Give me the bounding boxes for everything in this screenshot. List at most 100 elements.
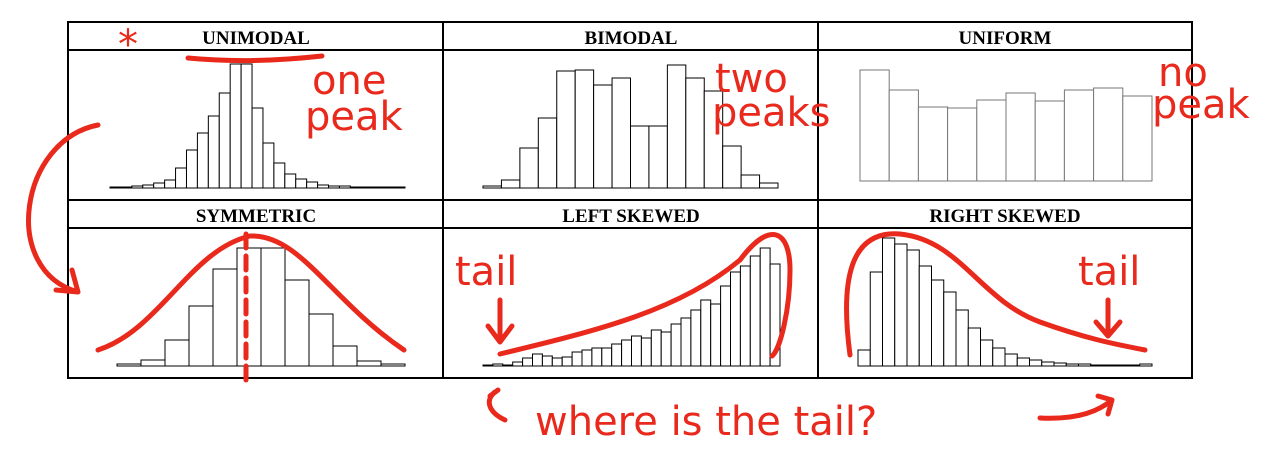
histogram-bar: [1029, 359, 1043, 367]
histogram-bar: [502, 364, 514, 367]
histogram-bar: [295, 178, 308, 189]
histogram-bar: [196, 132, 209, 189]
cell-title: LEFT SKEWED: [562, 206, 699, 227]
arrow: [1093, 297, 1123, 339]
histogram-bar: [918, 265, 932, 367]
histogram-bar: [1139, 363, 1153, 367]
histogram-bar: [943, 291, 957, 367]
note: two: [715, 56, 788, 102]
histogram-bar: [306, 181, 319, 189]
histogram-bar: [131, 185, 144, 189]
histogram-bar: [621, 339, 632, 367]
histogram-bar: [512, 361, 524, 367]
histogram-bar: [882, 237, 896, 367]
histogram-bar: [218, 92, 231, 189]
note: one: [312, 58, 386, 104]
histogram-bar: [720, 285, 731, 367]
histogram-bar: [722, 145, 742, 189]
histogram-bar: [1127, 364, 1141, 367]
histogram-bar: [284, 279, 310, 367]
histogram-bar: [1016, 357, 1030, 367]
histogram-bar: [1102, 364, 1116, 367]
arrow: [485, 297, 515, 345]
histogram-bar: [888, 89, 919, 182]
underline: [185, 53, 325, 64]
table-grid: [67, 21, 1193, 379]
histogram-bar: [338, 185, 351, 189]
histogram-bar: [260, 247, 286, 367]
histogram-bar: [273, 162, 286, 189]
histogram-bar: [859, 69, 890, 182]
histogram-bar: [175, 167, 187, 189]
histogram-bar: [1053, 362, 1067, 367]
histogram-bar: [116, 363, 142, 367]
arrow: [486, 387, 508, 423]
histogram-bar: [140, 359, 166, 367]
histogram-bar: [947, 107, 978, 182]
histogram-bar: [188, 305, 214, 367]
histogram-bar: [164, 179, 177, 189]
histogram-bar: [109, 186, 122, 189]
histogram-bar: [967, 327, 981, 367]
histogram-bar: [1004, 353, 1018, 367]
histogram-bar: [574, 69, 595, 189]
histogram-bar: [1065, 363, 1079, 367]
histogram-bar: [601, 347, 613, 367]
histogram-bar: [308, 313, 334, 367]
histogram-bar: [740, 174, 761, 189]
histogram-bar: [1063, 89, 1095, 182]
cell-title: UNIFORM: [959, 28, 1052, 49]
histogram-bar: [262, 142, 275, 189]
histogram-bar: [976, 99, 1007, 182]
histogram-bar: [393, 186, 406, 189]
histogram-bar: [857, 349, 871, 367]
histogram-bar: [769, 263, 781, 367]
cell-title: UNIMODAL: [202, 28, 310, 49]
histogram-bar: [482, 185, 502, 189]
note: peak: [305, 94, 404, 140]
histogram-bar: [591, 347, 603, 367]
histogram-bar: [561, 356, 573, 367]
histogram-bar: [894, 243, 908, 367]
histogram-bar: [581, 349, 593, 367]
histogram-bar: [212, 268, 238, 367]
histogram-bar: [593, 84, 613, 189]
histogram-bar: [317, 184, 330, 189]
histogram-bar: [680, 317, 692, 367]
histogram-bar: [356, 360, 382, 367]
histogram-bar: [571, 351, 583, 367]
histogram-bar: [382, 186, 395, 189]
histogram-bar: [284, 173, 297, 189]
histogram-bar: [917, 106, 949, 182]
histogram-bar: [931, 279, 945, 367]
curve: [844, 231, 1148, 358]
histogram-bar: [869, 271, 883, 367]
question: where is the tail?: [535, 399, 877, 445]
histogram-bar: [739, 265, 751, 367]
cell-title: SYMMETRIC: [196, 206, 316, 227]
histogram-bar: [670, 323, 682, 367]
histogram-bar: [332, 345, 358, 367]
histogram-bar: [360, 186, 373, 189]
cell-title: BIMODAL: [585, 28, 678, 49]
histogram-bar: [120, 186, 133, 189]
histogram-bar: [492, 363, 504, 367]
histogram-bar: [482, 364, 494, 367]
histogram-bar: [556, 70, 576, 189]
histogram-bar: [532, 353, 543, 367]
histogram-bar: [1114, 364, 1128, 367]
histogram-bar: [749, 255, 761, 367]
histogram-bar: [710, 303, 722, 367]
curve: [497, 232, 793, 359]
histogram-bar: [648, 125, 668, 189]
histogram-bar: [759, 182, 779, 189]
histogram-bar: [541, 355, 553, 367]
annotations: * one peak two peaks no peak tail tail w…: [26, 22, 1251, 445]
histogram-bar: [1078, 363, 1092, 367]
histogram-bar: [640, 337, 652, 367]
histogram-bar: [153, 182, 166, 189]
histogram-bar: [164, 339, 190, 367]
histogram-bar: [631, 335, 642, 367]
histogram-bar: [1005, 92, 1036, 182]
histogram-bar: [980, 339, 994, 367]
